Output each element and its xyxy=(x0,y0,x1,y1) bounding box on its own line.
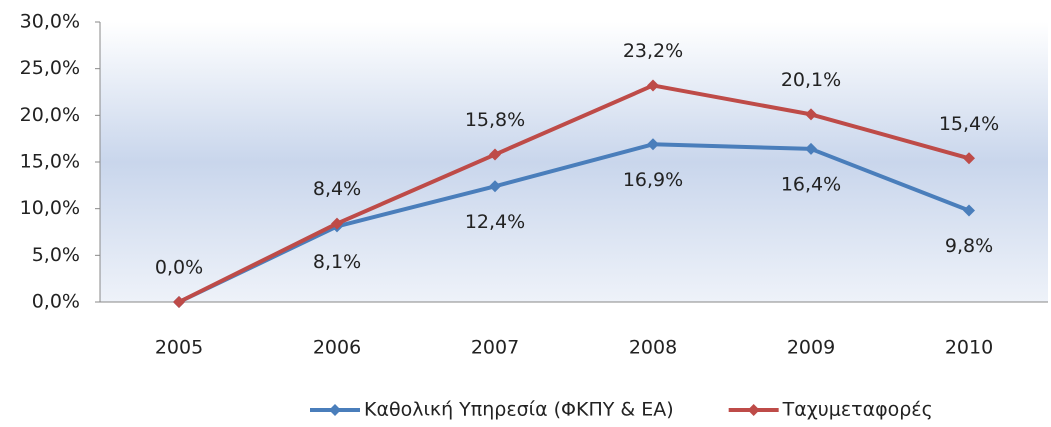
data-label: 15,4% xyxy=(939,113,999,135)
marker xyxy=(331,217,343,230)
data-label: 8,4% xyxy=(313,178,361,200)
data-label: 8,1% xyxy=(313,251,361,273)
y-tick-label: 10,0% xyxy=(20,197,80,219)
y-tick-label: 0,0% xyxy=(32,291,80,313)
x-tick-label: 2007 xyxy=(471,337,519,359)
marker xyxy=(647,138,659,151)
legend-label: Ταχυμεταφορές xyxy=(782,399,933,421)
plot-area xyxy=(100,22,1048,302)
marker xyxy=(173,296,185,308)
data-label: 12,4% xyxy=(465,211,525,233)
legend-marker xyxy=(747,404,760,416)
y-tick-label: 15,0% xyxy=(20,151,80,173)
series-line xyxy=(178,83,970,304)
legend-marker xyxy=(329,404,341,416)
y-tick-label: 5,0% xyxy=(32,244,80,266)
y-tick-label: 30,0% xyxy=(20,11,80,33)
series-line xyxy=(178,142,970,304)
marker xyxy=(963,152,975,165)
data-label: 16,9% xyxy=(623,169,683,191)
x-tick-label: 2005 xyxy=(155,337,203,359)
y-tick-label: 25,0% xyxy=(20,57,80,79)
data-label: 9,8% xyxy=(945,235,993,257)
data-label: 0,0% xyxy=(155,257,203,279)
y-tick-label: 20,0% xyxy=(20,104,80,126)
marker xyxy=(489,148,501,161)
data-label: 16,4% xyxy=(781,173,841,195)
data-label: 20,1% xyxy=(781,69,841,91)
data-label: 15,8% xyxy=(465,109,525,131)
x-tick-label: 2008 xyxy=(629,337,677,359)
marker xyxy=(805,142,817,155)
x-tick-label: 2010 xyxy=(945,337,993,359)
legend-label: Καθολική Υπηρεσία (ΦΚΠΥ & ΕΑ) xyxy=(364,399,674,421)
data-label: 23,2% xyxy=(623,40,683,62)
marker xyxy=(805,108,817,121)
x-tick-label: 2009 xyxy=(787,337,835,359)
x-tick-label: 2006 xyxy=(313,337,361,359)
marker xyxy=(647,79,659,92)
marker xyxy=(963,204,975,217)
marker xyxy=(489,180,501,193)
